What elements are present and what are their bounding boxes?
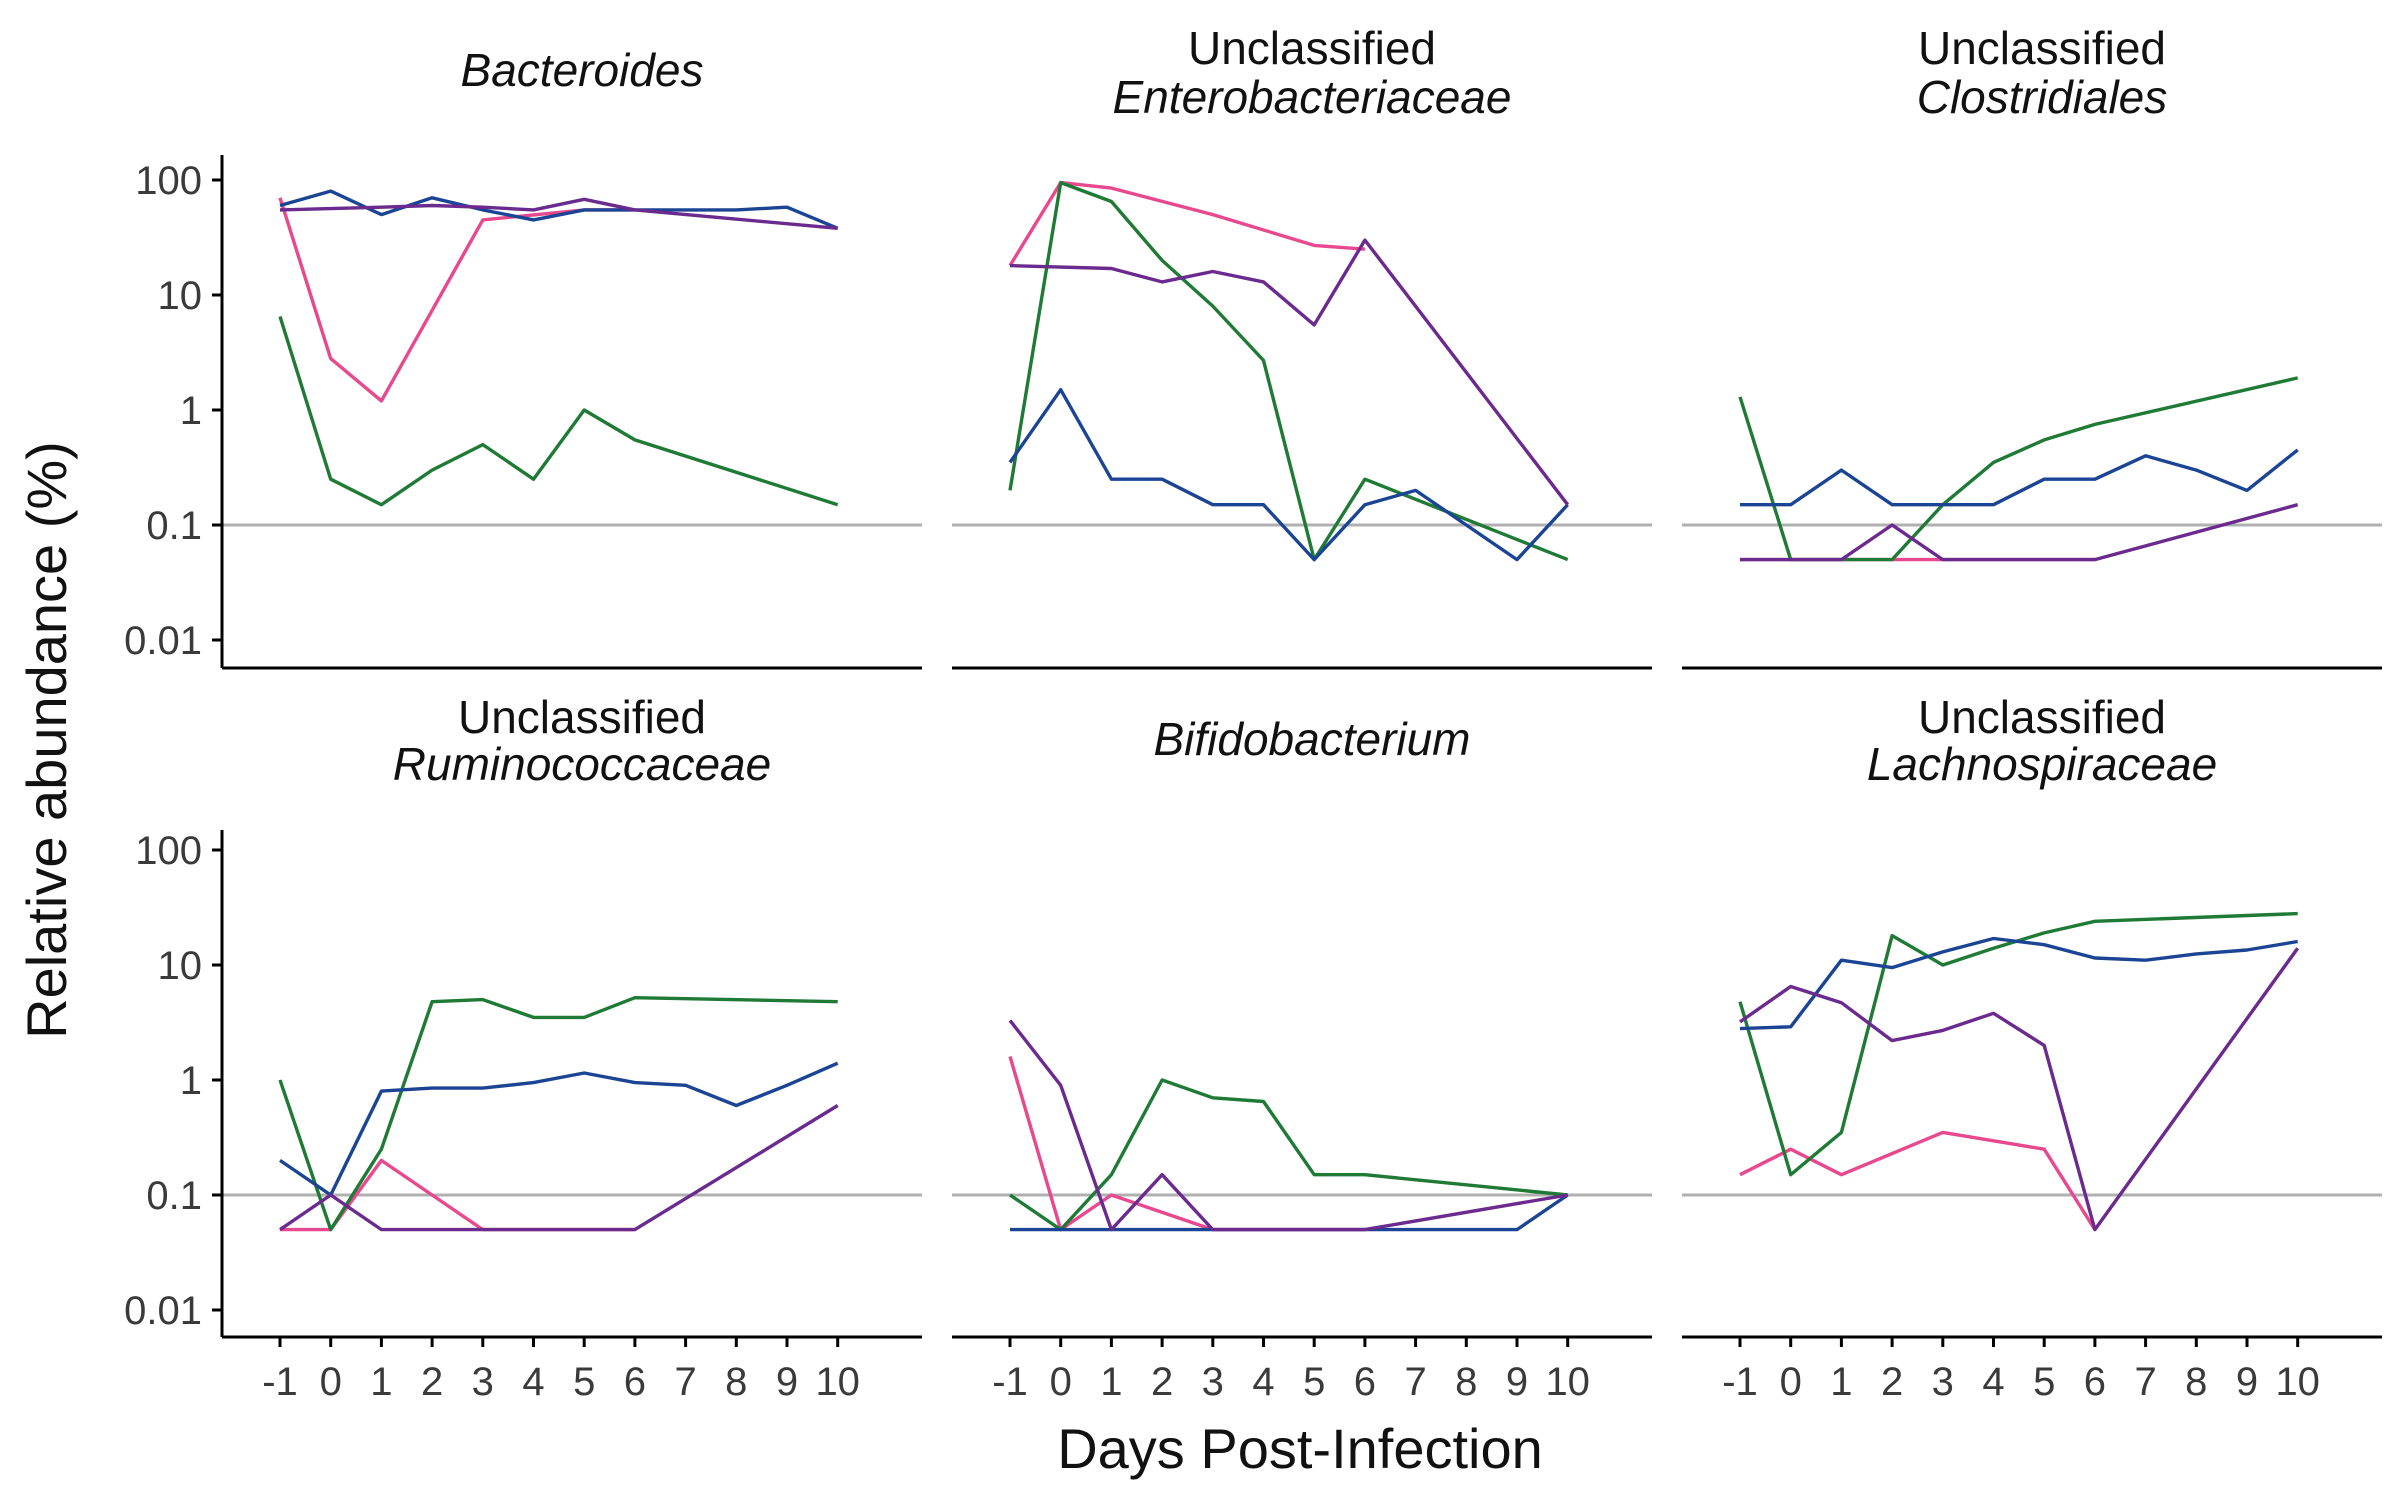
x-tick-label: 9 <box>2236 1360 2258 1404</box>
facet-title-line1: Unclassified <box>1188 22 1436 74</box>
y-tick-label: 0.01 <box>124 619 202 663</box>
x-tick-label: 8 <box>725 1360 747 1404</box>
series-line-purple <box>279 197 838 230</box>
x-tick-label: 3 <box>472 1360 494 1404</box>
y-tick-label: 0.1 <box>146 1174 202 1218</box>
facet-title-taxon: Lachnospiraceae <box>1867 738 2217 790</box>
series-line-pink <box>1739 1130 2097 1231</box>
x-tick-label: 9 <box>1506 1360 1528 1404</box>
series-line-green <box>1738 376 2299 562</box>
series-line-green <box>278 996 838 1232</box>
x-tick-label: 0 <box>320 1360 342 1404</box>
x-tick-label: 6 <box>1354 1360 1376 1404</box>
series-line-green <box>278 315 839 507</box>
series-line-purple <box>1739 947 2300 1232</box>
y-tick-label: 10 <box>158 274 203 318</box>
series-line-purple <box>1009 238 1570 506</box>
series-line-pink <box>278 197 635 403</box>
facet-title-taxon: Bacteroides <box>461 44 704 96</box>
x-tick-label: -1 <box>1722 1360 1758 1404</box>
facet-panel-4: UnclassifiedRuminococcaceae1001010.10.01… <box>124 691 922 1404</box>
x-tick-label: -1 <box>992 1360 1028 1404</box>
facet-title-taxon: Ruminococcaceae <box>393 738 771 790</box>
x-tick-label: 0 <box>1050 1360 1072 1404</box>
series-line-blue <box>279 189 839 230</box>
x-tick-label: 10 <box>1545 1360 1590 1404</box>
x-tick-label: 1 <box>370 1360 392 1404</box>
series-line-purple <box>1008 1019 1568 1232</box>
y-axis-title: Relative abundance (%) <box>15 441 78 1039</box>
y-tick-label: 0.01 <box>124 1289 202 1333</box>
x-tick-label: 4 <box>522 1360 544 1404</box>
facet-title-line1: Unclassified <box>1918 691 2166 743</box>
x-tick-label: 10 <box>815 1360 860 1404</box>
x-tick-label: 2 <box>1881 1360 1903 1404</box>
x-tick-label: 6 <box>2084 1360 2106 1404</box>
series-line-blue <box>1739 936 2298 1031</box>
series-line-green <box>1008 180 1569 562</box>
y-tick-label: 0.1 <box>146 504 202 548</box>
series-line-purple <box>1740 503 2299 562</box>
x-tick-label: 8 <box>2185 1360 2207 1404</box>
x-tick-label: 8 <box>1455 1360 1477 1404</box>
y-tick-label: 100 <box>135 829 202 873</box>
series-line-blue <box>1740 448 2299 507</box>
x-tick-label: 4 <box>1252 1360 1274 1404</box>
x-tick-label: -1 <box>262 1360 298 1404</box>
y-tick-label: 100 <box>135 159 202 203</box>
x-tick-label: 3 <box>1932 1360 1954 1404</box>
facet-title-taxon: Clostridiales <box>1917 71 2168 123</box>
x-tick-label: 5 <box>573 1360 595 1404</box>
y-tick-label: 1 <box>180 389 202 433</box>
x-tick-label: 9 <box>776 1360 798 1404</box>
facet-panel-1: Bacteroides 100 10 1 0.1 0.01 <box>124 44 922 670</box>
y-tick-label: 10 <box>158 944 203 988</box>
series-line-green <box>1738 911 2298 1177</box>
x-tick-label: 5 <box>2033 1360 2055 1404</box>
x-tick-label: 6 <box>624 1360 646 1404</box>
x-tick-label: 5 <box>1303 1360 1325 1404</box>
series-line-purple <box>279 1104 839 1232</box>
series-line-pink <box>1008 180 1366 267</box>
x-tick-label: 7 <box>674 1360 696 1404</box>
x-tick-label: 0 <box>1780 1360 1802 1404</box>
x-tick-label: 2 <box>421 1360 443 1404</box>
y-tick-label: 1 <box>180 1059 202 1103</box>
series-line-blue <box>279 1061 839 1197</box>
facet-title-taxon: Enterobacteriaceae <box>1113 71 1512 123</box>
facet-title-line1: Unclassified <box>458 691 706 743</box>
series-line-blue <box>1010 1193 1569 1232</box>
series-line-blue <box>1008 388 1569 562</box>
facet-title-line1: Unclassified <box>1918 22 2166 74</box>
series-line-green <box>1009 1078 1568 1232</box>
x-tick-label: 4 <box>1982 1360 2004 1404</box>
x-axis-title: Days Post-Infection <box>1057 1417 1543 1480</box>
facet-panel-5: Bifidobacterium -1 0 1 2 3 4 5 6 7 8 9 10 <box>952 713 1652 1404</box>
facet-title-taxon: Bifidobacterium <box>1153 713 1470 765</box>
x-tick-label: 3 <box>1202 1360 1224 1404</box>
x-tick-label: 7 <box>2134 1360 2156 1404</box>
x-tick-label: 7 <box>1404 1360 1426 1404</box>
x-tick-label: 10 <box>2275 1360 2320 1404</box>
x-tick-label: 1 <box>1830 1360 1852 1404</box>
x-tick-label: 1 <box>1100 1360 1122 1404</box>
x-tick-label: 2 <box>1151 1360 1173 1404</box>
